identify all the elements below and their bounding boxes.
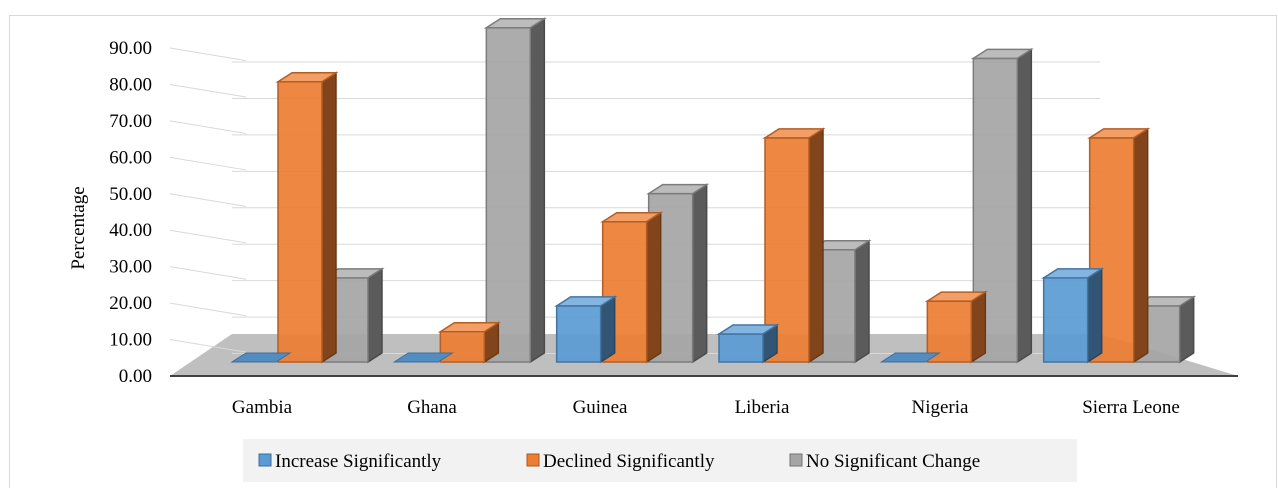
x-tick-label: Liberia xyxy=(735,397,790,418)
y-tick-label: 30.00 xyxy=(109,257,152,278)
bar-declined-significantly-nigeria xyxy=(927,292,985,362)
gridline-side xyxy=(170,194,246,207)
bar-increase-significantly-liberia xyxy=(719,325,777,362)
gridline-side xyxy=(170,48,246,61)
y-tick-label: 60.00 xyxy=(109,147,152,168)
y-tick-label: 50.00 xyxy=(109,184,152,205)
legend-swatch xyxy=(790,454,802,466)
bars xyxy=(232,19,1194,362)
legend-swatch xyxy=(527,454,539,466)
legend-label: Increase Significantly xyxy=(275,451,442,472)
legend-label: Declined Significantly xyxy=(543,451,715,472)
y-tick-label: 20.00 xyxy=(109,293,152,314)
x-tick-label: Nigeria xyxy=(912,397,970,418)
y-axis-ticks: 0.00 10.00 20.00 30.00 40.00 50.00 60.00 70.00 8… xyxy=(109,38,152,387)
gridline-side xyxy=(170,157,246,170)
legend: Increase Significantly Declined Significa… xyxy=(243,439,1077,482)
y-tick-label: 0.00 xyxy=(119,366,152,387)
y-tick-label: 80.00 xyxy=(109,74,152,95)
bar-no-significant-change-ghana xyxy=(486,19,544,362)
gridline-side xyxy=(170,267,246,280)
bar-increase-significantly-sierra-leone xyxy=(1044,269,1102,362)
bar-increase-significantly-guinea xyxy=(557,297,615,362)
y-tick-label: 90.00 xyxy=(109,38,152,59)
bar-declined-significantly-gambia xyxy=(278,73,336,362)
y-tick-label: 10.00 xyxy=(109,330,152,351)
y-tick-label: 40.00 xyxy=(109,220,152,241)
legend-swatch xyxy=(259,454,271,466)
gridline-side xyxy=(170,303,246,316)
gridline-side xyxy=(170,84,246,97)
x-tick-label: Ghana xyxy=(407,397,457,418)
y-axis-label: Percentage xyxy=(68,186,89,269)
x-axis-labels: Gambia Ghana Guinea Liberia Nigeria Sierra Le… xyxy=(232,397,1180,418)
y-tick-label: 70.00 xyxy=(109,111,152,132)
x-tick-label: Sierra Leone xyxy=(1082,397,1180,418)
x-tick-label: Gambia xyxy=(232,397,293,418)
x-tick-label: Guinea xyxy=(573,397,628,418)
legend-label: No Significant Change xyxy=(806,451,980,472)
bar-declined-significantly-ghana xyxy=(440,323,498,362)
gridline-side xyxy=(170,230,246,243)
gridline-side xyxy=(170,121,246,134)
